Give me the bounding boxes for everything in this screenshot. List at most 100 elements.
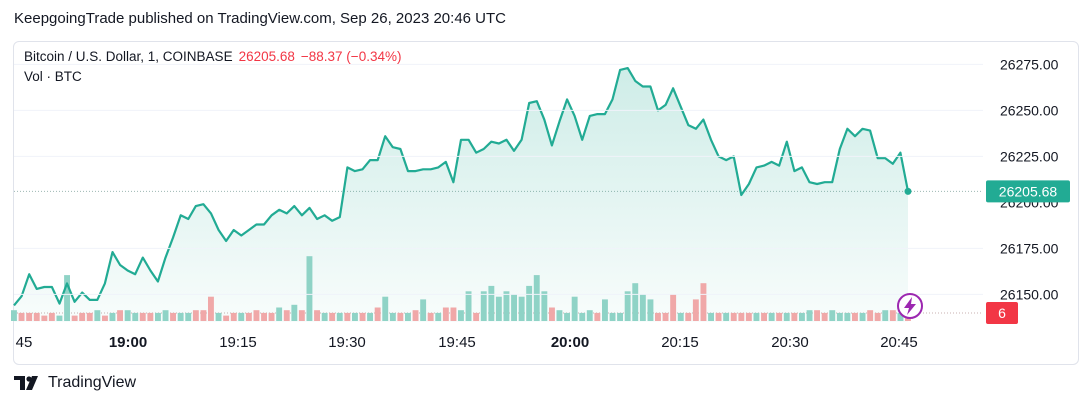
price-change-label: −88.37 (−0.34%) — [300, 49, 402, 64]
volume-bar — [488, 285, 495, 321]
x-tick-label: 19:30 — [328, 334, 366, 351]
x-tick-label: 20:45 — [880, 334, 918, 351]
volume-bar — [336, 312, 343, 321]
volume-bar — [427, 312, 434, 321]
volume-bar — [579, 312, 586, 321]
volume-bar — [564, 312, 570, 321]
volume-bar — [230, 312, 237, 321]
volume-bar — [18, 312, 25, 321]
volume-bar — [276, 307, 283, 321]
volume-bar — [753, 312, 760, 321]
volume-bar — [632, 283, 639, 321]
volume-bar — [799, 312, 805, 321]
x-tick-label: 20:15 — [661, 334, 699, 351]
volume-bar — [617, 312, 623, 321]
volume-bar — [639, 294, 646, 321]
price-badge — [986, 180, 1070, 203]
volume-bar — [480, 291, 487, 321]
volume-bar — [806, 310, 813, 321]
volume-bar — [852, 312, 858, 321]
x-tick-label: 19:00 — [109, 334, 147, 351]
volume-bar — [283, 310, 290, 321]
volume-bar — [94, 310, 101, 321]
volume-bar — [314, 310, 320, 321]
volume-bar — [594, 312, 601, 321]
tradingview-logo-icon — [14, 376, 38, 390]
volume-bar — [71, 315, 78, 321]
volume-bar — [109, 312, 116, 321]
volume-bar — [102, 315, 108, 321]
volume-bar — [177, 312, 184, 321]
volume-bar — [344, 312, 351, 321]
volume-bar — [745, 312, 752, 321]
volume-bar — [359, 312, 366, 321]
volume-bar — [26, 312, 33, 321]
volume-bar — [200, 310, 207, 321]
volume-bar — [465, 291, 472, 321]
volume-bar — [655, 312, 661, 321]
volume-bar — [162, 310, 169, 321]
volume-bar — [549, 307, 555, 321]
volume-bar — [192, 310, 199, 321]
volume-bar — [405, 312, 411, 321]
x-tick-label: 19:45 — [438, 334, 476, 351]
volume-bar — [56, 315, 63, 321]
chart-frame — [13, 41, 1079, 365]
y-tick-label: 26275.00 — [1000, 56, 1059, 72]
volume-bar — [215, 312, 222, 321]
volume-bar — [420, 299, 427, 321]
volume-bar — [291, 304, 298, 321]
volume-label: Vol · BTC — [24, 69, 82, 84]
volume-bar — [609, 312, 616, 321]
x-tick-label: 20:30 — [771, 334, 809, 351]
last-price-dot — [904, 187, 912, 195]
volume-bar — [238, 312, 245, 321]
volume-bar — [647, 299, 654, 321]
y-tick-label: 26150.00 — [1000, 286, 1059, 302]
volume-bar — [245, 312, 252, 321]
volume-bar — [556, 310, 563, 321]
volume-bar — [882, 310, 889, 321]
volume-bar — [624, 291, 631, 321]
volume-bar — [374, 307, 381, 321]
volume-bar — [48, 312, 55, 321]
volume-bar — [450, 307, 457, 321]
volume-bar — [382, 296, 389, 321]
volume-bar — [662, 312, 669, 321]
volume-bar — [889, 310, 896, 321]
volume-badge-label: 6 — [998, 305, 1006, 321]
volume-bar — [79, 312, 86, 321]
chart-legend: Bitcoin / U.S. Dollar, 1, COINBASE 26205.… — [24, 47, 401, 87]
volume-bar — [768, 312, 775, 321]
volume-bar — [829, 310, 836, 321]
volume-bar — [571, 296, 578, 321]
price-area — [14, 68, 908, 322]
volume-bar — [844, 312, 851, 321]
volume-bar — [495, 296, 502, 321]
volume-bar — [723, 312, 730, 321]
y-tick-label: 26175.00 — [1000, 240, 1059, 256]
volume-bar — [533, 275, 540, 321]
last-price-label: 26205.68 — [238, 49, 295, 64]
volume-bar — [708, 312, 714, 321]
volume-bar — [41, 315, 48, 321]
volume-bar — [64, 275, 70, 321]
volume-bar — [306, 256, 313, 321]
volume-bar — [147, 312, 154, 321]
y-tick-label: 26250.00 — [1000, 102, 1059, 118]
volume-bar — [776, 312, 783, 321]
price-badge-label: 26205.68 — [999, 183, 1058, 199]
volume-bar — [511, 294, 517, 321]
volume-bar — [670, 294, 677, 321]
volume-bar — [738, 312, 745, 321]
footer: TradingView — [14, 374, 136, 392]
volume-bar — [518, 296, 525, 321]
volume-bar — [836, 312, 843, 321]
volume-bar — [389, 312, 396, 321]
volume-bar — [170, 312, 176, 321]
volume-bar — [124, 310, 131, 321]
volume-bar — [397, 312, 404, 321]
volume-bar — [814, 310, 820, 321]
volume-bar — [298, 310, 305, 321]
